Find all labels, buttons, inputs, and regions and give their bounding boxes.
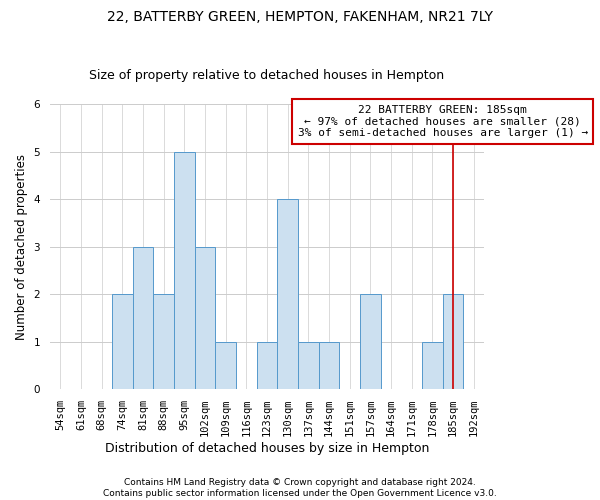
Bar xyxy=(257,342,277,389)
X-axis label: Distribution of detached houses by size in Hempton: Distribution of detached houses by size … xyxy=(105,442,429,455)
Bar xyxy=(277,199,298,389)
Bar xyxy=(194,246,215,389)
Text: 22 BATTERBY GREEN: 185sqm
← 97% of detached houses are smaller (28)
3% of semi-d: 22 BATTERBY GREEN: 185sqm ← 97% of detac… xyxy=(298,105,588,138)
Title: Size of property relative to detached houses in Hempton: Size of property relative to detached ho… xyxy=(89,69,445,82)
Bar xyxy=(298,342,319,389)
Bar xyxy=(360,294,381,389)
Bar xyxy=(443,294,463,389)
Text: Contains HM Land Registry data © Crown copyright and database right 2024.
Contai: Contains HM Land Registry data © Crown c… xyxy=(103,478,497,498)
Text: 22, BATTERBY GREEN, HEMPTON, FAKENHAM, NR21 7LY: 22, BATTERBY GREEN, HEMPTON, FAKENHAM, N… xyxy=(107,10,493,24)
Bar xyxy=(215,342,236,389)
Bar xyxy=(174,152,194,389)
Bar xyxy=(112,294,133,389)
Bar xyxy=(133,246,153,389)
Bar xyxy=(153,294,174,389)
Y-axis label: Number of detached properties: Number of detached properties xyxy=(15,154,28,340)
Bar xyxy=(422,342,443,389)
Bar xyxy=(319,342,340,389)
